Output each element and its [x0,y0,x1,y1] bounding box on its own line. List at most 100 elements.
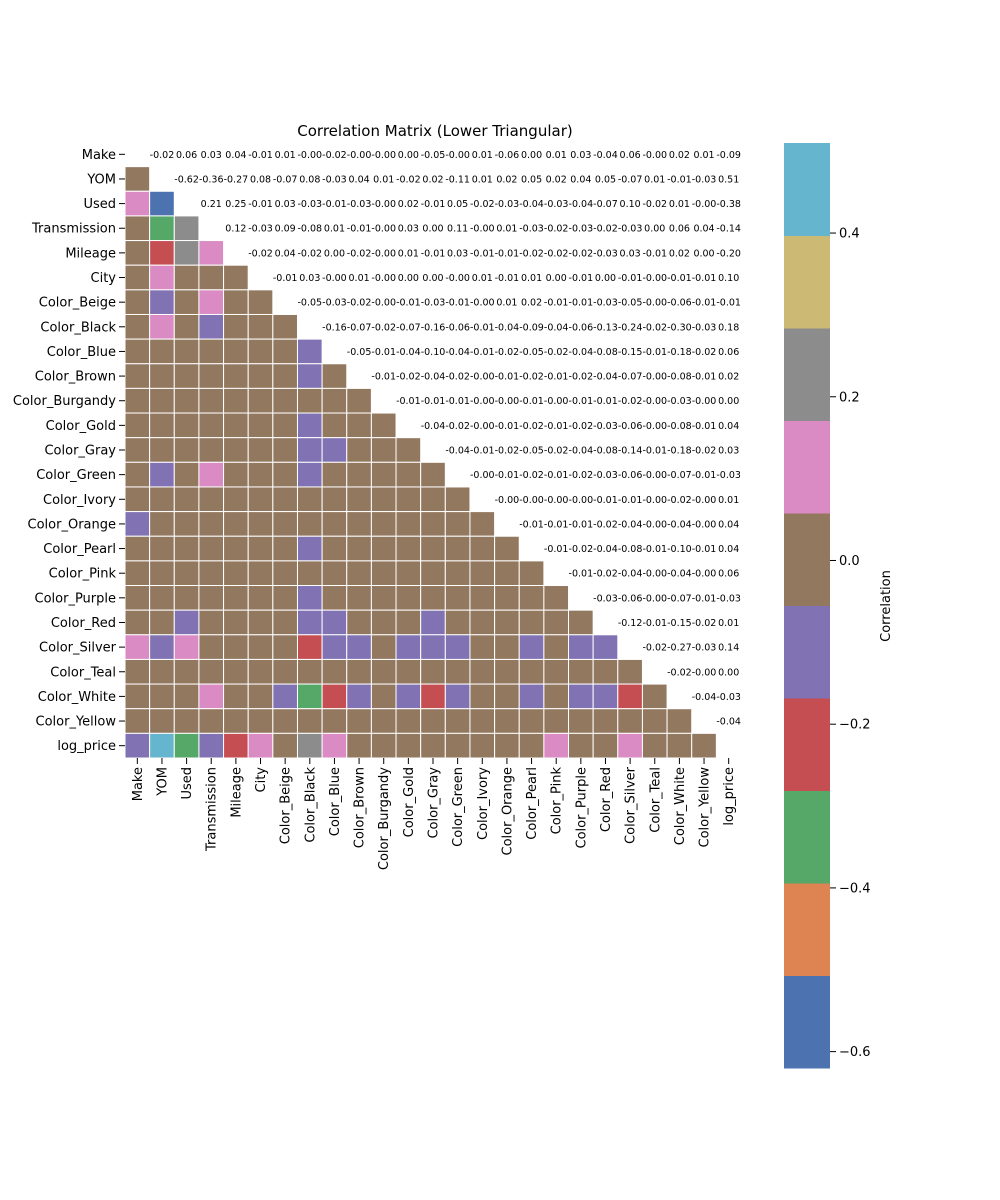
heatmap-value-label: 0.03 [201,150,222,161]
heatmap-value-label: -0.15 [618,347,643,358]
y-tick-label: Color_Brown [35,370,116,385]
colorbar-segment [784,698,830,791]
heatmap-value-label: -0.01 [569,569,594,580]
heatmap-value-label: -0.04 [593,544,618,555]
heatmap-value-label: -0.06 [569,322,594,333]
heatmap-value-label: 0.02 [546,174,567,185]
heatmap-value-label: -0.01 [544,544,569,555]
heatmap-cell [247,535,274,562]
heatmap-value-label: -0.02 [445,421,470,432]
heatmap-value-label: -0.01 [642,248,667,259]
heatmap-value-label: -0.01 [322,199,347,210]
heatmap-cell [149,240,175,266]
heatmap-cell [149,683,175,710]
heatmap-cell [346,437,372,463]
heatmap-cell [518,683,545,710]
heatmap-value-label: -0.01 [445,396,470,407]
heatmap-cell [395,683,422,710]
heatmap-cell [247,437,274,463]
heatmap-value-label: -0.03 [298,199,323,210]
colorbar-segment [784,513,830,606]
heatmap-value-label: -0.00 [495,396,520,407]
heatmap-cell [321,732,348,759]
heatmap-cell [223,264,249,291]
heatmap-value-label: 0.01 [275,150,296,161]
heatmap-value-label: -0.03 [692,174,717,185]
heatmap-cell [124,683,151,710]
heatmap-cell [420,560,446,587]
heatmap-value-label: -0.00 [544,396,569,407]
heatmap-value-label: 0.04 [349,174,370,185]
heatmap-value-label: -0.03 [322,174,347,185]
heatmap-cell [641,708,668,734]
heatmap-value-label: -0.02 [667,667,692,678]
heatmap-cell [272,387,298,414]
heatmap-value-label: 0.12 [225,224,246,235]
y-tick-label: Color_Yellow [36,715,117,730]
heatmap-value-label: 0.01 [521,273,542,284]
heatmap-cell [149,338,175,365]
heatmap-cell [444,486,471,513]
colorbar-segment [784,420,830,514]
heatmap-value-label: -0.02 [569,372,594,383]
heatmap-cell [173,634,200,660]
heatmap-value-label: 0.01 [496,298,517,309]
heatmap-cell [149,387,175,414]
heatmap-cell [568,634,594,660]
heatmap-value-label: -0.00 [642,519,667,530]
heatmap-cell [444,609,471,636]
heatmap-value-label: -0.03 [716,692,741,703]
heatmap-cell [173,511,200,537]
heatmap-cell [691,732,717,759]
heatmap-value-label: -0.03 [593,298,618,309]
heatmap-cell [198,387,225,414]
heatmap-cell [370,585,397,611]
y-tick-label: Color_Teal [50,665,116,680]
heatmap-value-label: -0.04 [618,569,643,580]
heatmap-cell [469,585,496,611]
x-tick-label: Color_Beige [279,767,294,844]
heatmap-cell [272,437,298,463]
heatmap-value-label: -0.01 [421,396,446,407]
heatmap-cell [223,609,249,636]
x-tick-label: Color_Green [451,767,466,847]
heatmap-cell [173,313,200,340]
heatmap-value-label: -0.01 [642,446,667,457]
heatmap-value-label: -0.07 [593,199,618,210]
heatmap-value-label: -0.00 [445,150,470,161]
heatmap-value-label: -0.15 [667,618,692,629]
heatmap-value-label: -0.01 [495,470,520,481]
heatmap-value-label: -0.38 [716,199,741,210]
heatmap-cell [617,708,643,734]
heatmap-cell [149,461,175,488]
heatmap-cell [321,486,348,513]
heatmap-cell [223,412,249,439]
heatmap-value-label: -0.02 [692,618,717,629]
heatmap-cell [198,461,225,488]
heatmap-cell [494,560,520,587]
heatmap-value-labels: -0.02 0.06-0.620.03-0.360.210.04-0.270.25… [150,150,741,728]
y-tick-label: Color_Black [40,320,116,335]
heatmap-value-label: -0.00 [692,495,717,506]
heatmap-value-label: -0.06 [667,298,692,309]
heatmap-value-label: -0.04 [716,717,741,728]
colorbar-tick-label: 0.0 [839,554,860,569]
heatmap-value-label: -0.01 [495,248,520,259]
heatmap-value-label: -0.03 [593,421,618,432]
heatmap-cell [395,560,422,587]
heatmap-cell [543,683,570,710]
heatmap-cell [247,511,274,537]
colorbar-segment [784,883,830,976]
heatmap-value-label: 0.04 [570,174,591,185]
heatmap-value-label: -0.01 [642,347,667,358]
chart-title: Correlation Matrix (Lower Triangular) [297,122,572,140]
x-tick-label: Color_Pink [550,767,565,835]
heatmap-cell [592,683,619,710]
colorbar-segment [784,328,830,421]
heatmap-value-label: -0.07 [667,593,692,604]
heatmap-value-label: 0.00 [398,150,419,161]
heatmap-value-label: 0.03 [398,224,419,235]
heatmap-cell [173,240,200,266]
heatmap-cell [296,461,323,488]
heatmap-cell [247,412,274,439]
